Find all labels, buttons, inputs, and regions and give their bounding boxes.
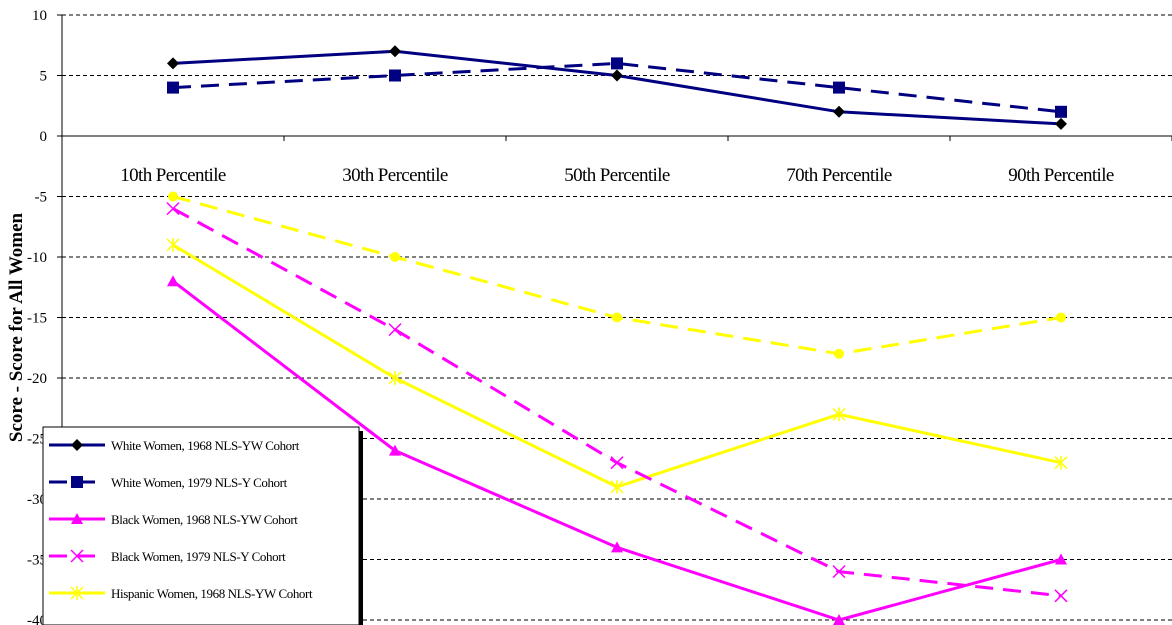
x-tick-label: 50th Percentile: [564, 165, 670, 186]
point-marker: [1055, 105, 1067, 118]
point-marker: [167, 275, 179, 287]
marker-stroke: [70, 549, 84, 563]
point-marker: [70, 586, 84, 600]
point-marker: [166, 237, 180, 252]
point-marker: [1055, 117, 1067, 130]
point-marker: [71, 513, 83, 524]
legend-label: White Women, 1968 NLS-YW Cohort: [111, 438, 300, 453]
y-tick-label: -5: [35, 190, 48, 206]
y-tick-label: -10: [27, 250, 47, 266]
y-tick-label: 0: [40, 129, 48, 145]
legend-label: White Women, 1979 NLS-Y Cohort: [111, 475, 288, 490]
point-marker: [70, 549, 84, 563]
series-white-women-1979-nls-y-cohort: [167, 57, 1067, 118]
y-tick-label: -25: [27, 432, 47, 448]
y-tick-label: -30: [27, 492, 47, 508]
point-marker: [612, 312, 622, 323]
point-marker: [71, 439, 83, 451]
legend-label: Hispanic Women, 1968 NLS-YW Cohort: [111, 586, 313, 601]
point-marker: [388, 323, 402, 337]
point-marker: [611, 69, 623, 82]
legend: White Women, 1968 NLS-YW Cohort White Wom…: [42, 426, 363, 625]
y-tick-label: 10: [32, 8, 47, 24]
x-tick-label: 30th Percentile: [342, 165, 448, 186]
series-white-women-1968-nls-yw-cohort: [167, 45, 1067, 130]
x-tick-label: 90th Percentile: [1008, 165, 1114, 186]
marker-stroke: [832, 565, 846, 579]
point-marker: [833, 614, 845, 625]
point-marker: [833, 105, 845, 118]
point-marker: [1055, 553, 1067, 565]
point-marker: [389, 45, 401, 58]
point-marker: [1054, 455, 1068, 470]
point-marker: [167, 81, 179, 94]
marker-stroke: [610, 456, 624, 470]
point-marker: [611, 541, 623, 553]
point-marker: [832, 407, 846, 422]
marker-stroke: [388, 323, 402, 337]
series-black-women-1968-nls-yw-cohort: [167, 275, 1067, 625]
y-axis-label: Score - Score for All Women: [6, 212, 27, 442]
point-marker: [1056, 312, 1066, 323]
point-marker: [1054, 589, 1068, 603]
series-line: [172, 61, 1062, 114]
point-marker: [390, 252, 400, 262]
legend-label: Black Women, 1968 NLS-YW Cohort: [111, 512, 298, 527]
point-marker: [833, 81, 845, 94]
series-unlabeled: [168, 191, 1066, 359]
y-tick-label: -35: [27, 553, 47, 569]
series-line: [172, 195, 1062, 356]
legend-label: Black Women, 1979 NLS-Y Cohort: [111, 549, 286, 564]
y-tick-label: -20: [27, 371, 47, 387]
y-axis-ticks: 10 5 0 -5 -10 -15 -20 -25 -30 -35 -40: [27, 8, 62, 625]
x-tick-label: 70th Percentile: [786, 165, 892, 186]
point-marker: [834, 348, 844, 359]
point-marker: [610, 479, 624, 494]
point-marker: [167, 57, 179, 70]
point-marker: [610, 456, 624, 470]
point-marker: [611, 57, 623, 70]
marker-stroke: [1054, 589, 1068, 603]
x-tick-label: 10th Percentile: [120, 165, 226, 186]
point-marker: [166, 202, 180, 216]
x-axis-tick-labels: 10th Percentile 30th Percentile 50th Perce…: [61, 136, 1172, 186]
series-hispanic-women-1968-nls-yw-cohort: [166, 237, 1068, 494]
series-black-women-1979-nls-y-cohort: [166, 202, 1068, 603]
point-marker: [832, 565, 846, 579]
y-tick-label: 5: [40, 69, 48, 85]
point-marker: [389, 69, 401, 82]
point-marker: [389, 444, 401, 456]
point-marker: [168, 191, 178, 202]
y-tick-label: -15: [27, 311, 47, 327]
y-tick-label: -40: [27, 613, 47, 625]
marker-stroke: [166, 202, 180, 216]
point-marker: [388, 371, 402, 385]
point-marker: [71, 476, 83, 488]
series-lines: [166, 45, 1068, 625]
